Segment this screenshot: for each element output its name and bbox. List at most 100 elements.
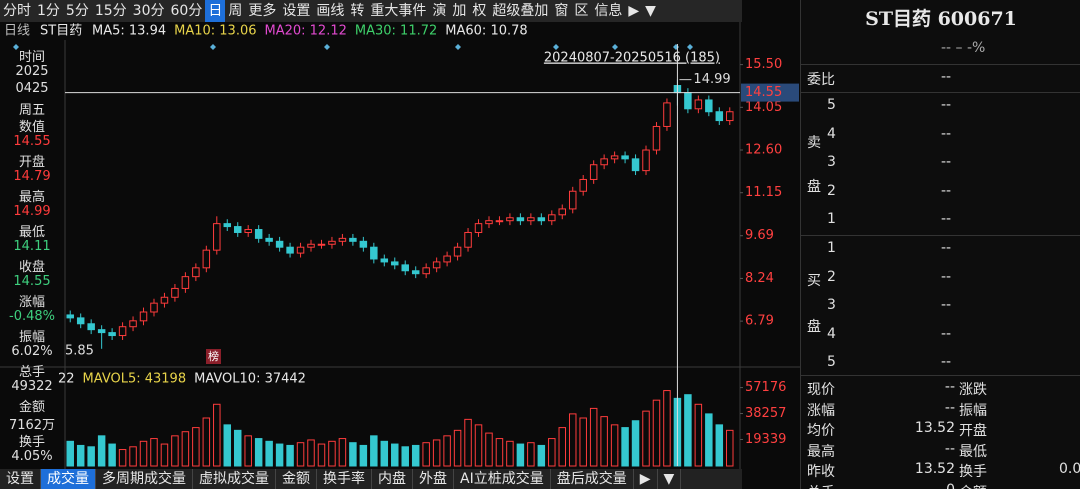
info-item: 14.55 <box>13 133 51 149</box>
toolbar-tab[interactable]: 1分 <box>37 3 60 19</box>
candle-body <box>610 155 619 160</box>
info-item: -0.48% <box>9 308 55 324</box>
candle-body <box>359 240 368 248</box>
toolbar-tab[interactable]: 画线 <box>316 3 345 19</box>
quote-cell: 0 <box>946 482 955 489</box>
bottom-tab[interactable]: 外盘 <box>413 469 454 489</box>
toolbar-tab[interactable]: ▶ <box>628 3 640 19</box>
candle-body <box>254 229 263 239</box>
bottom-tab[interactable]: 设置 <box>0 469 41 489</box>
candle-body <box>233 226 242 233</box>
quote-cell: 最低 <box>959 443 987 460</box>
volume-bar <box>663 390 671 467</box>
volume-bar <box>118 449 127 467</box>
volume-bar <box>129 446 137 467</box>
candle-body <box>705 99 713 113</box>
volume-bar <box>254 438 263 467</box>
info-item: 数值 <box>18 120 45 135</box>
low-marker: 5.85 <box>65 343 94 358</box>
quote-cell: 开盘 <box>959 423 987 439</box>
toolbar-tab[interactable]: 权 <box>472 3 487 19</box>
quote-cell: -- <box>944 440 955 457</box>
volume-bar <box>684 394 692 467</box>
toolbar-tab[interactable]: 设置 <box>282 3 311 19</box>
candle-body <box>579 178 587 192</box>
candle-body <box>411 270 420 275</box>
chart: 日线 ST目药 MA5: 13.94 MA10: 13.06 MA20: 12.12 MA… <box>0 22 800 469</box>
volume-bar <box>495 438 504 467</box>
bottom-tab[interactable]: 金额 <box>276 469 317 489</box>
volume-bar <box>359 444 368 467</box>
toolbar-tab[interactable]: 超级叠加 <box>492 3 549 19</box>
bottom-tab[interactable]: ▶ <box>634 469 658 489</box>
toolbar-tab[interactable]: 区 <box>574 3 589 19</box>
volume-bar <box>558 427 567 467</box>
volume-bar <box>453 429 462 467</box>
bottom-tab[interactable]: 虚拟成交量 <box>193 469 276 489</box>
toolbar-tab[interactable]: 日 <box>205 0 226 22</box>
candle-body <box>181 276 190 289</box>
toolbar-tab[interactable]: 周 <box>228 3 243 19</box>
high-marker: 14.99 <box>693 72 730 87</box>
quote-cell: 13.52 <box>914 461 955 477</box>
divider <box>801 375 1080 376</box>
symbol: ST目药 <box>40 24 82 39</box>
bottom-tab[interactable]: 成交量 <box>41 469 96 489</box>
quote-cell: 换手 <box>959 464 987 480</box>
quote-cell: 总手 <box>807 482 835 489</box>
volume-bar <box>223 424 232 467</box>
quote-cell: 金额 <box>959 482 987 489</box>
sell-price: -- <box>941 211 952 227</box>
bottom-tab[interactable]: ▼ <box>658 469 682 489</box>
bottom-tab[interactable]: 盘后成交量 <box>551 469 634 489</box>
toolbar-tab[interactable]: 演 <box>432 3 447 19</box>
toolbar-tab[interactable]: 转 <box>350 3 365 19</box>
toolbar-tab[interactable]: 信息 <box>594 3 623 19</box>
sell-level: 3 <box>827 154 836 170</box>
info-item: 最低 <box>18 225 45 240</box>
candle-body <box>97 329 106 334</box>
candle-body <box>108 332 116 337</box>
toolbar-tab[interactable]: 窗 <box>554 3 569 19</box>
ma-label: MA10: 13.06 <box>174 24 256 39</box>
volume-label: MAVOL10: 37442 <box>194 372 306 387</box>
candle-body <box>286 246 294 254</box>
candle-body <box>244 229 252 233</box>
volume-bar <box>160 443 169 467</box>
bottom-tab[interactable]: AI立桩成交量 <box>454 469 551 489</box>
volume-tick-label: 38257 <box>745 406 786 421</box>
buy-price: -- <box>941 268 952 285</box>
toolbar-tab[interactable]: 加 <box>452 3 467 19</box>
candle-body <box>495 220 504 223</box>
info-item: 14.11 <box>13 238 51 254</box>
toolbar-tab[interactable]: 重大事件 <box>370 3 427 19</box>
toolbar-tab[interactable]: 分时 <box>3 3 31 19</box>
toolbar-tab[interactable]: 30分 <box>132 3 165 19</box>
volume-bar <box>181 431 190 467</box>
candle-body <box>317 243 326 246</box>
candle-body <box>558 208 567 216</box>
y-tick-label: 9.69 <box>745 228 774 243</box>
bottom-tab[interactable]: 换手率 <box>317 469 372 489</box>
volume-bar <box>589 407 598 467</box>
bottom-tab[interactable]: 内盘 <box>372 469 413 489</box>
toolbar-tab[interactable]: 60分 <box>170 3 203 19</box>
volume-bar <box>422 442 430 467</box>
info-item: 14.79 <box>13 168 51 184</box>
toolbar-tab[interactable]: 15分 <box>94 3 127 19</box>
sell-price: -- <box>941 97 952 113</box>
candle-body <box>223 223 232 228</box>
toolbar-tab[interactable]: ▼ <box>645 3 656 19</box>
volume-bar <box>537 444 546 467</box>
ratio-value: -- <box>941 69 952 85</box>
candle-body <box>87 323 95 331</box>
quote-cell: 13.52 <box>914 420 955 436</box>
volume-bar <box>652 399 661 467</box>
ma-label: MA20: 12.12 <box>265 24 347 39</box>
toolbar-tab[interactable]: 更多 <box>248 3 277 19</box>
toolbar-tab[interactable]: 5分 <box>65 3 89 19</box>
bottom-tab[interactable]: 多周期成交量 <box>96 469 193 489</box>
candle-body <box>202 249 211 269</box>
sell-level: 4 <box>827 125 836 142</box>
